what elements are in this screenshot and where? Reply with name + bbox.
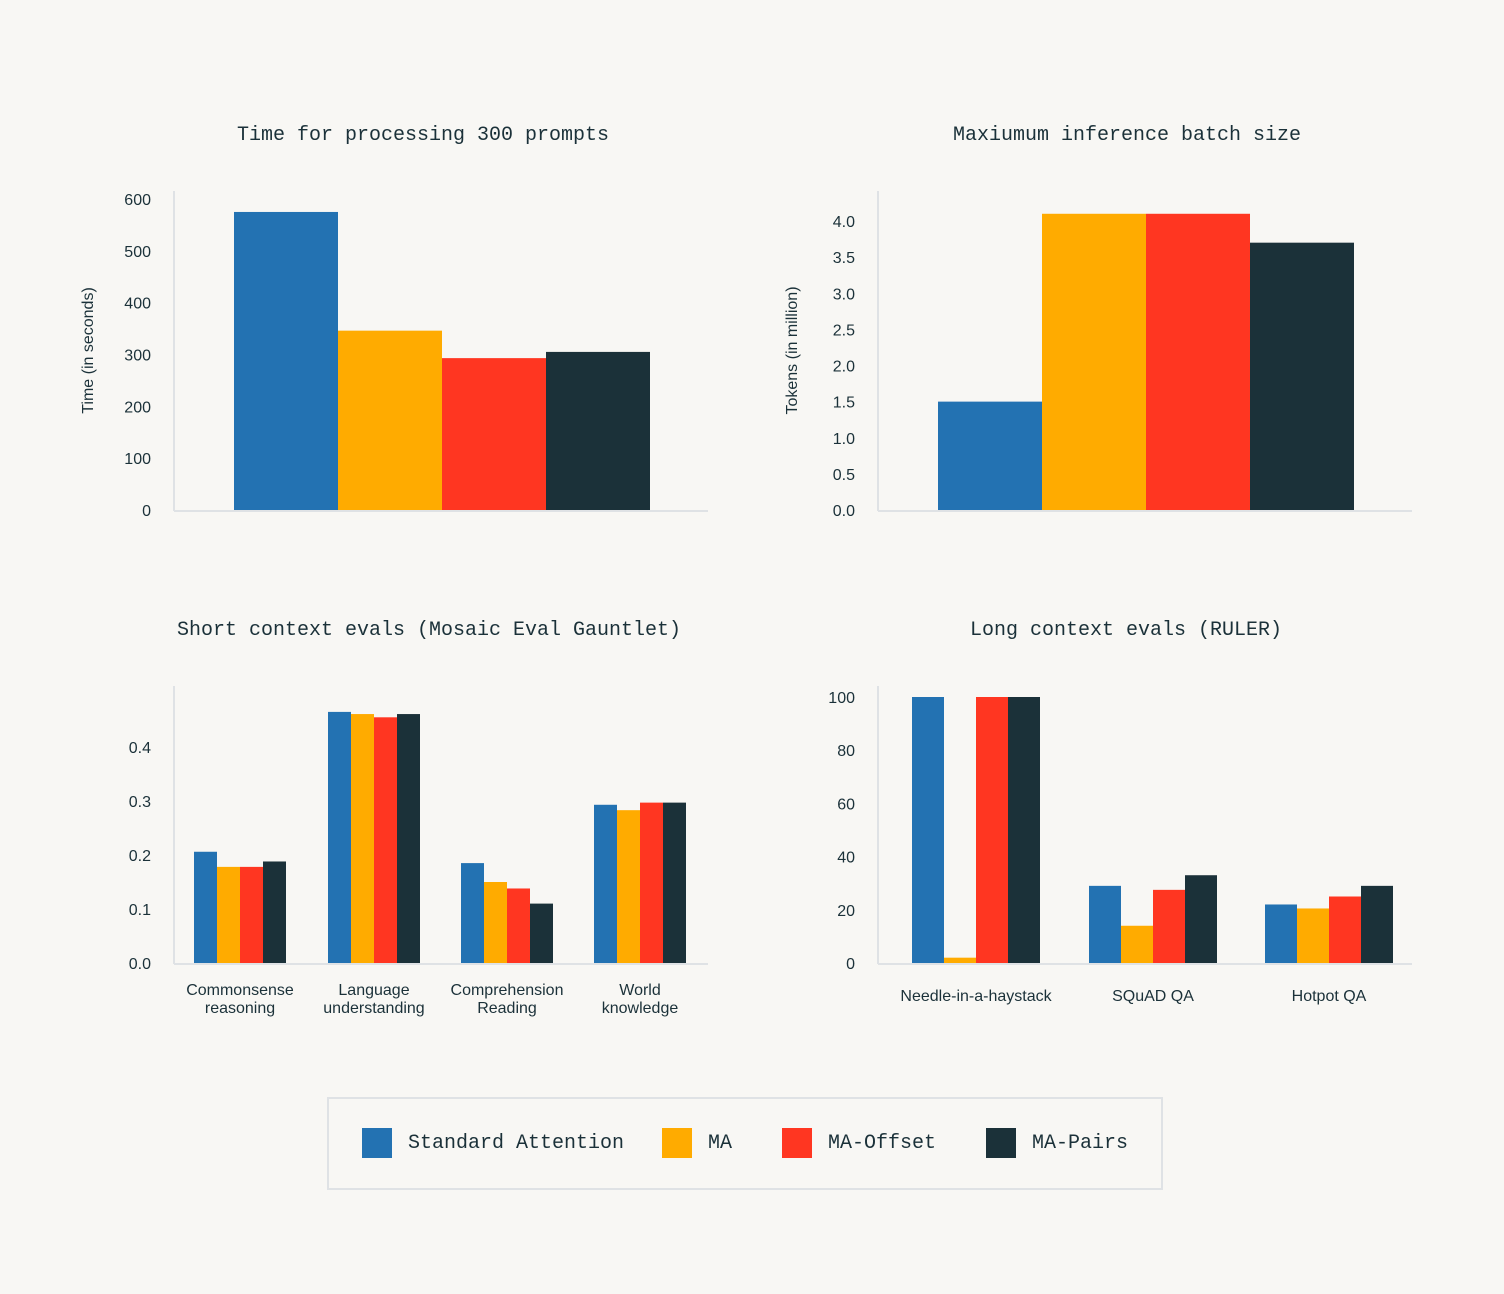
y-tick-label: 0.3 <box>129 794 151 811</box>
y-tick-label: 2.0 <box>833 359 855 376</box>
x-tick-label: Comprehension <box>451 982 564 999</box>
bar-ma-comprehension-reading <box>484 882 507 963</box>
bar-ma-needle-in-a-haystack <box>944 957 976 963</box>
bar-ma-offset-commonsense-reasoning <box>240 866 263 963</box>
bar-ma-pairs-commonsense-reasoning <box>263 861 286 963</box>
y-axis-label: Tokens (in million) <box>784 286 801 414</box>
x-tick-label: World <box>619 982 661 999</box>
y-tick-label: 500 <box>124 244 151 261</box>
bar-ma-commonsense-reasoning <box>217 866 240 963</box>
y-tick-label: 0.1 <box>129 902 151 919</box>
legend: Standard Attention MA MA-Offset MA-Pairs <box>327 1097 1163 1190</box>
bar-ma-offset <box>442 358 546 510</box>
bar-ma-pairs-comprehension-reading <box>530 903 553 963</box>
bar-standard-attention-hotpot-qa <box>1265 904 1297 963</box>
x-tick-label: Reading <box>477 1000 537 1017</box>
y-tick-label: 0 <box>142 503 151 520</box>
chart-title: Long context evals (RULER) <box>970 619 1282 642</box>
bar-ma-pairs-world-knowledge <box>663 802 686 963</box>
y-tick-label: 3.5 <box>833 250 855 267</box>
x-tick-label: reasoning <box>205 1000 275 1017</box>
bar-standard-attention <box>234 211 338 511</box>
y-tick-label: 400 <box>124 296 151 313</box>
y-tick-label: 40 <box>837 850 855 867</box>
y-tick-label: 300 <box>124 348 151 365</box>
bar-ma-pairs-hotpot-qa <box>1361 885 1393 963</box>
y-tick-label: 80 <box>837 743 855 760</box>
bar-standard-attention <box>938 401 1042 510</box>
legend-swatch-ma-pairs <box>986 1128 1016 1158</box>
bar-ma-offset-language-understanding <box>374 717 397 963</box>
bar-standard-attention-squad-qa <box>1089 885 1121 963</box>
x-tick-label: SQuAD QA <box>1112 988 1194 1005</box>
bar-ma <box>338 330 442 510</box>
chart-title: Short context evals (Mosaic Eval Gauntle… <box>177 619 681 642</box>
legend-item-ma-pairs: MA-Pairs <box>986 1128 1128 1158</box>
x-tick-label: Commonsense <box>186 982 294 999</box>
y-tick-label: 20 <box>837 903 855 920</box>
legend-swatch-ma-offset <box>782 1128 812 1158</box>
chart-panel-time-for-processing-300-prompts: Time for processing 300 prompts 0 100 200 30… <box>80 124 708 520</box>
bar-ma <box>1042 213 1146 510</box>
x-tick-label: Language <box>338 982 409 999</box>
x-tick-label: understanding <box>323 1000 424 1017</box>
y-tick-label: 0.4 <box>129 740 151 757</box>
bar-standard-attention-world-knowledge <box>594 804 617 963</box>
chart-title: Maxiumum inference batch size <box>953 124 1301 147</box>
legend-label-ma-pairs: MA-Pairs <box>1032 1131 1129 1155</box>
y-tick-label: 0.5 <box>833 467 855 484</box>
legend-item-standard-attention: Standard Attention <box>362 1128 624 1158</box>
bar-ma-squad-qa <box>1121 925 1153 963</box>
bar-ma-offset-squad-qa <box>1153 889 1185 963</box>
chart-panel-long-context-evals-ruler: Long context evals (RULER) 0 20 40 60 80 100 Ne… <box>828 619 1412 1005</box>
x-tick-label: Hotpot QA <box>1292 988 1367 1005</box>
bar-ma-offset <box>1146 213 1250 510</box>
legend-item-ma: MA <box>662 1128 732 1158</box>
y-tick-label: 100 <box>828 690 855 707</box>
bar-ma-hotpot-qa <box>1297 908 1329 963</box>
chart-title: Time for processing 300 prompts <box>237 124 609 147</box>
bar-ma-pairs <box>546 351 650 510</box>
x-tick-label: Needle-in-a-haystack <box>900 988 1052 1005</box>
bar-ma-world-knowledge <box>617 810 640 963</box>
y-tick-label: 60 <box>837 796 855 813</box>
y-tick-label: 1.5 <box>833 395 855 412</box>
legend-item-ma-offset: MA-Offset <box>782 1128 936 1158</box>
legend-swatch-ma <box>662 1128 692 1158</box>
y-tick-label: 100 <box>124 451 151 468</box>
y-tick-label: 0.0 <box>129 956 151 973</box>
bar-standard-attention-comprehension-reading <box>461 863 484 963</box>
bar-ma-offset-comprehension-reading <box>507 888 530 963</box>
bar-standard-attention-language-understanding <box>328 711 351 963</box>
y-tick-label: 600 <box>124 192 151 209</box>
y-tick-label: 0.0 <box>833 503 855 520</box>
bar-ma-pairs <box>1250 242 1354 511</box>
chart-panel-maxiumum-inference-batch-size: Maxiumum inference batch size 0.0 0.5 1.0 1.… <box>784 124 1412 520</box>
y-tick-label: 3.0 <box>833 286 855 303</box>
y-tick-label: 1.0 <box>833 431 855 448</box>
y-axis-label: Time (in seconds) <box>80 287 97 414</box>
legend-label-ma: MA <box>708 1131 733 1155</box>
bar-ma-offset-hotpot-qa <box>1329 896 1361 963</box>
bar-ma-offset-needle-in-a-haystack <box>976 697 1008 963</box>
x-tick-label: knowledge <box>602 1000 679 1017</box>
legend-label-ma-offset: MA-Offset <box>828 1131 937 1155</box>
y-tick-label: 2.5 <box>833 322 855 339</box>
y-tick-label: 200 <box>124 399 151 416</box>
bar-ma-language-understanding <box>351 714 374 963</box>
bar-ma-pairs-language-understanding <box>397 714 420 963</box>
y-tick-label: 0.2 <box>129 848 151 865</box>
chart-panel-short-context-evals-mosaic-eval-gauntlet: Short context evals (Mosaic Eval Gauntle… <box>129 619 708 1017</box>
legend-label-standard-attention: Standard Attention <box>408 1131 625 1155</box>
bar-standard-attention-commonsense-reasoning <box>194 851 217 963</box>
bar-standard-attention-needle-in-a-haystack <box>912 697 944 963</box>
bar-ma-pairs-squad-qa <box>1185 875 1217 963</box>
legend-swatch-standard-attention <box>362 1128 392 1158</box>
y-tick-label: 4.0 <box>833 214 855 231</box>
bar-ma-offset-world-knowledge <box>640 802 663 963</box>
bar-ma-pairs-needle-in-a-haystack <box>1008 697 1040 963</box>
y-tick-label: 0 <box>846 956 855 973</box>
